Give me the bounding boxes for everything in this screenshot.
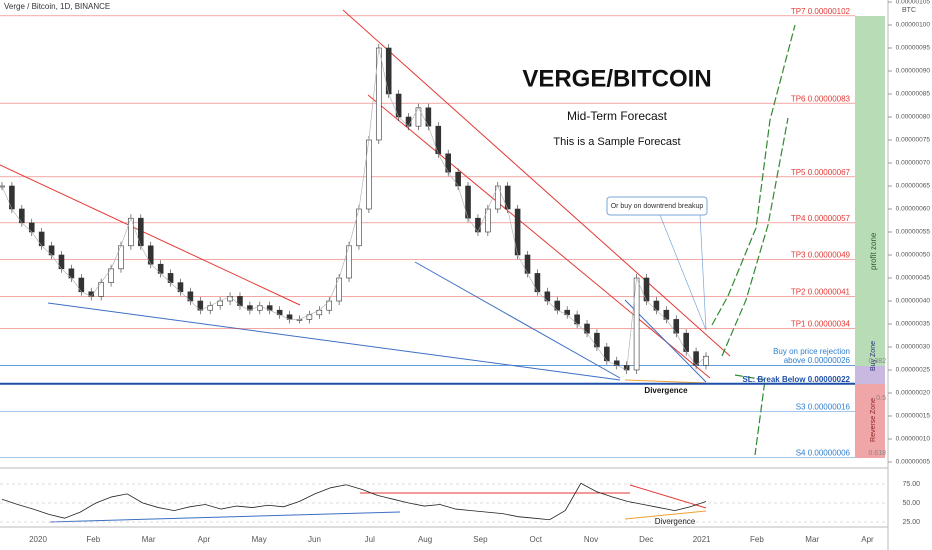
x-tick-label: Sep: [473, 535, 488, 544]
y-tick-label: 0.00000015: [896, 413, 931, 420]
y-tick-label: 0.00000045: [896, 275, 931, 282]
unit: BTC: [902, 7, 916, 14]
y-tick-label: 0.00000105: [896, 0, 931, 6]
level-label: TP3 0.00000049: [791, 251, 851, 260]
x-tick-label: Feb: [86, 535, 100, 544]
profit-zone-label: profit zone: [869, 232, 878, 270]
fib-label: 0.382: [868, 358, 886, 365]
y-tick-label: 0.00000035: [896, 321, 931, 328]
y-tick-label: 0.00000025: [896, 367, 931, 374]
buy-note: Buy on price rejection: [773, 347, 850, 356]
y-tick-label: 0.00000020: [896, 390, 931, 397]
level-label: TP1 0.00000034: [791, 320, 851, 329]
y-tick-label: 0.00000060: [896, 206, 931, 213]
callout-box: [606, 196, 708, 216]
level-label: TP6 0.00000083: [791, 94, 851, 103]
fib-label: 0.618: [868, 450, 886, 457]
x-tick-label: Apr: [198, 535, 211, 544]
y-tick-label: 0.00000030: [896, 344, 931, 351]
x-tick-label: 2021: [693, 535, 711, 544]
x-tick-label: Jun: [308, 535, 321, 544]
y-tick-label: 0.00000005: [896, 459, 931, 466]
header: Verge / Bitcoin, 1D, BINANCE: [4, 2, 110, 11]
forecast-arrows: [711, 24, 796, 456]
rsi-tick-label: 75.00: [902, 481, 920, 488]
y-tick-label: 0.00000080: [896, 114, 931, 121]
buy-zone-label: Buy Zone: [870, 341, 877, 371]
note: This is a Sample Forecast: [553, 136, 680, 148]
y-tick-label: 0.00000055: [896, 229, 931, 236]
callout: Or buy on downtrend breakup: [611, 203, 704, 210]
y-tick-label: 0.00000040: [896, 298, 931, 305]
y-tick-label: 0.00000050: [896, 252, 931, 259]
x-tick-label: Mar: [142, 535, 156, 544]
level-label: TP4 0.00000057: [791, 214, 851, 223]
x-tick-label: May: [252, 535, 267, 544]
level-label: TP2 0.00000041: [791, 288, 851, 297]
y-tick-label: 0.00000090: [896, 68, 931, 75]
x-tick-label: Aug: [418, 535, 432, 544]
rsi-line: [1, 482, 707, 521]
x-tick-label: Jul: [365, 535, 375, 544]
level-label: TP5 0.00000067: [791, 168, 851, 177]
x-tick-label: Dec: [639, 535, 653, 544]
y-tick-label: 0.00000095: [896, 45, 931, 52]
x-tick-label: Feb: [750, 535, 764, 544]
callout-pointer: [659, 214, 707, 331]
x-tick-label: Nov: [584, 535, 598, 544]
big-title: VERGE/BITCOIN: [522, 65, 711, 92]
trendlines: [0, 9, 731, 523]
level-label: S4 0.00000006: [796, 449, 851, 458]
y-tick-label: 0.00000085: [896, 91, 931, 98]
y-tick-label: 0.00000065: [896, 183, 931, 190]
reverse-zone-label: Reverse Zone: [870, 398, 877, 442]
profit-zone: [855, 16, 885, 366]
y-tick-label: 0.00000100: [896, 22, 931, 29]
level-label: TP7 0.00000102: [791, 7, 851, 16]
reverse-zone: [855, 384, 885, 458]
y-tick-label: 0.00000010: [896, 436, 931, 443]
buy-zone: [855, 366, 885, 384]
level-label: SL: Break Below 0.00000022: [742, 375, 850, 384]
buy-note: above 0.00000026: [784, 356, 851, 365]
y-tick-label: 0.00000075: [896, 137, 931, 144]
divergence-rsi: Divergence: [655, 517, 696, 526]
subtitle: Mid-Term Forecast: [567, 109, 668, 123]
level-label: S3 0.00000016: [796, 403, 851, 412]
fib-label: 0.5: [876, 395, 886, 402]
rsi-tick-label: 25.00: [902, 519, 920, 526]
x-tick-label: Apr: [861, 535, 874, 544]
divergence: Divergence: [644, 386, 688, 395]
moving-average: [1, 47, 707, 371]
x-tick-label: Mar: [805, 535, 819, 544]
y-tick-label: 0.00000070: [896, 160, 931, 167]
x-tick-label: Oct: [529, 535, 542, 544]
x-tick-label: 2020: [29, 535, 47, 544]
rsi-tick-label: 50.00: [902, 500, 920, 507]
